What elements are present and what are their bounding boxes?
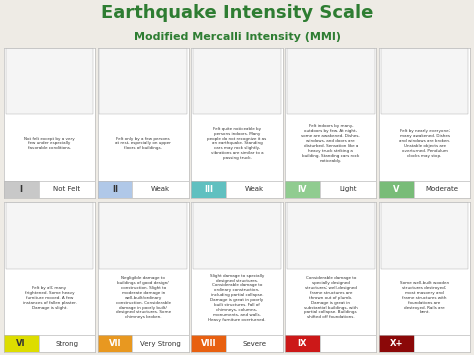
Bar: [287, 202, 374, 268]
Text: Felt only by a few persons
at rest, especially on upper
floors of buildings.: Felt only by a few persons at rest, espe…: [115, 137, 171, 151]
Bar: [226, 335, 283, 352]
Text: Not felt except by a very
few under especially
favorable conditions.: Not felt except by a very few under espe…: [24, 137, 75, 151]
Bar: [320, 181, 376, 198]
Bar: [320, 335, 376, 352]
Text: Strong: Strong: [55, 340, 78, 346]
Text: Earthquake Intensity Scale: Earthquake Intensity Scale: [101, 4, 373, 22]
Bar: [100, 48, 187, 114]
Text: Considerable damage to
specially designed
structures; well-designed
frame struct: Considerable damage to specially designe…: [304, 276, 357, 320]
Text: Weak: Weak: [245, 186, 264, 192]
Bar: [193, 48, 281, 114]
Text: Severe: Severe: [242, 340, 266, 346]
Text: Extreme: Extreme: [427, 340, 456, 346]
Text: Not Felt: Not Felt: [53, 186, 81, 192]
Bar: [100, 202, 187, 268]
Bar: [285, 181, 320, 198]
Bar: [191, 181, 226, 198]
Text: Moderate: Moderate: [425, 186, 458, 192]
Text: Felt by nearly everyone;
many awakened. Dishes
and windows are broken.
Unstable : Felt by nearly everyone; many awakened. …: [399, 129, 450, 158]
Bar: [98, 181, 132, 198]
Text: V: V: [393, 185, 400, 194]
Bar: [413, 181, 470, 198]
Bar: [379, 335, 413, 352]
Text: Slight damage to specially
designed structures.
Considerable damage to
ordinary : Slight damage to specially designed stru…: [208, 274, 266, 322]
Bar: [193, 202, 281, 268]
Bar: [98, 335, 132, 352]
Text: Negligible damage to
buildings of good design/
construction. Slight to
moderate : Negligible damage to buildings of good d…: [116, 276, 171, 320]
Text: Very Strong: Very Strong: [140, 340, 181, 346]
Text: II: II: [112, 185, 118, 194]
Bar: [38, 335, 95, 352]
Bar: [4, 181, 38, 198]
Text: IX: IX: [298, 339, 307, 348]
Bar: [132, 335, 189, 352]
Bar: [379, 181, 413, 198]
Text: Modified Mercalli Intensity (MMI): Modified Mercalli Intensity (MMI): [134, 32, 340, 42]
Bar: [132, 181, 189, 198]
Bar: [6, 48, 93, 114]
Text: Light: Light: [339, 186, 357, 192]
Bar: [287, 48, 374, 114]
Bar: [226, 181, 283, 198]
Bar: [413, 335, 470, 352]
Text: Violent: Violent: [336, 340, 360, 346]
Text: I: I: [19, 185, 23, 194]
Bar: [38, 181, 95, 198]
Text: Some well-built wooden
structures destroyed;
most masonry and
frame structures w: Some well-built wooden structures destro…: [400, 281, 449, 315]
Bar: [381, 202, 468, 268]
Bar: [191, 335, 226, 352]
Text: VIII: VIII: [201, 339, 217, 348]
Text: Felt quite noticeable by
persons indoors. Many
people do not recognize it as
an : Felt quite noticeable by persons indoors…: [207, 127, 266, 160]
Text: IV: IV: [298, 185, 307, 194]
Text: Weak: Weak: [151, 186, 170, 192]
Bar: [285, 335, 320, 352]
Text: X+: X+: [390, 339, 403, 348]
Bar: [381, 48, 468, 114]
Text: VII: VII: [109, 339, 121, 348]
Text: VI: VI: [17, 339, 26, 348]
Text: Felt indoors by many,
outdoors by few. At night,
some are awakened. Dishes,
wind: Felt indoors by many, outdoors by few. A…: [301, 124, 360, 163]
Bar: [4, 335, 38, 352]
Bar: [6, 202, 93, 268]
Text: III: III: [204, 185, 213, 194]
Text: Felt by all; many
frightened. Some heavy
furniture moved. A few
instances of fal: Felt by all; many frightened. Some heavy…: [23, 286, 76, 310]
